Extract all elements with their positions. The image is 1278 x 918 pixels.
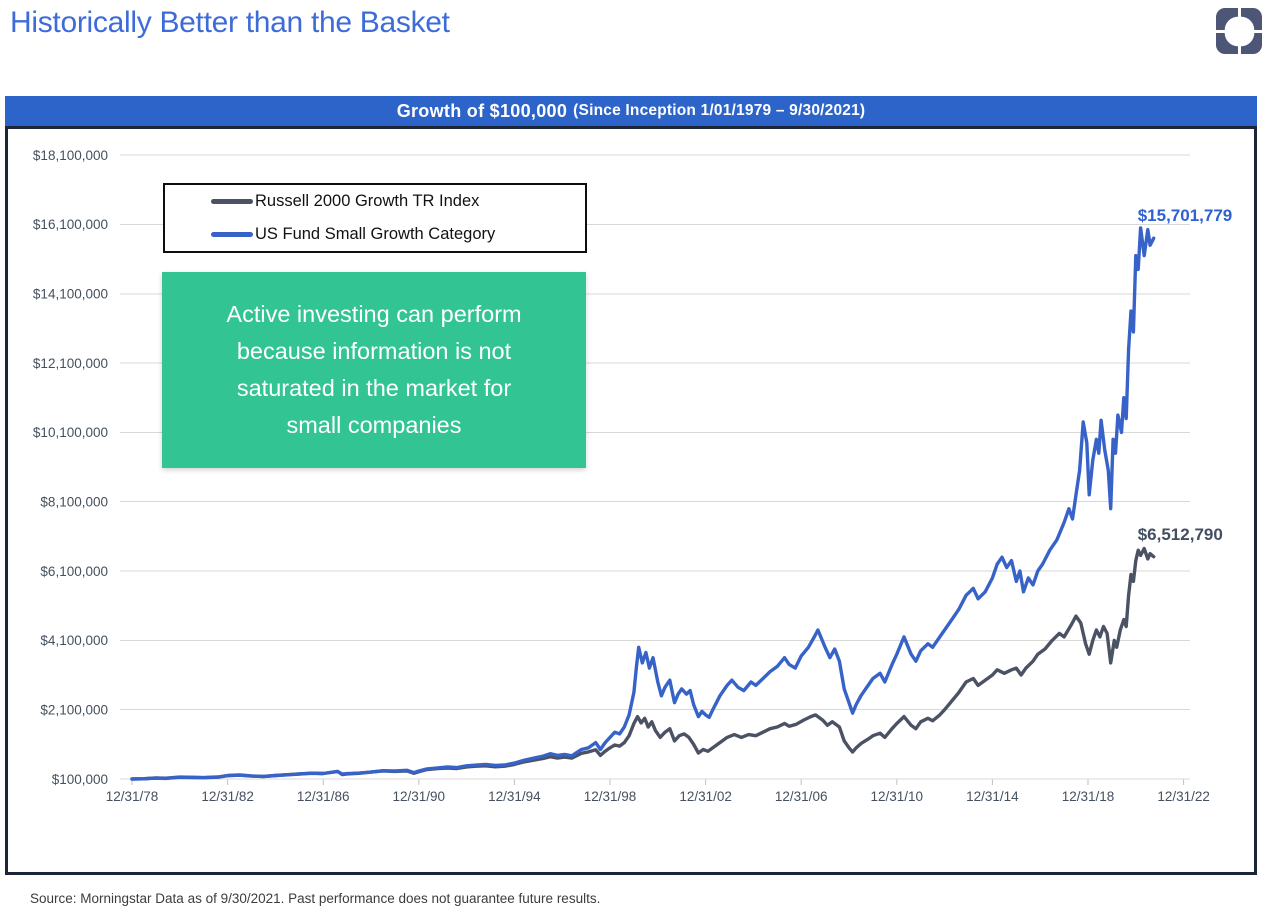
- series-line: [130, 226, 1156, 781]
- x-axis-tick-label: 12/31/82: [201, 789, 254, 804]
- x-axis-tick-label: 12/31/86: [297, 789, 350, 804]
- x-axis-tick-label: 12/31/10: [871, 789, 924, 804]
- logo-quadrant-bottom-left: [1216, 32, 1238, 54]
- chart-title-main: Growth of $100,000: [396, 100, 568, 121]
- logo-quadrant-top-left: [1216, 8, 1238, 30]
- y-axis-tick-label: $16,100,000: [33, 217, 108, 232]
- x-axis-tick-label: 12/31/94: [488, 789, 541, 804]
- source-note: Source: Morningstar Data as of 9/30/2021…: [30, 891, 601, 906]
- active-investing-callout: Active investing can perform because inf…: [162, 272, 586, 468]
- y-axis-tick-label: $12,100,000: [33, 356, 108, 371]
- y-axis-tick-label: $8,100,000: [40, 495, 108, 510]
- legend-label: Russell 2000 Growth TR Index: [255, 192, 480, 210]
- chart-title-subtitle: (Since Inception 1/01/1979 – 9/30/2021): [573, 102, 866, 119]
- company-logo-icon: [1216, 8, 1262, 54]
- chart-panel: $100,000 $2,100,000 $4,100,000 $6,100,000 $8…: [5, 126, 1257, 875]
- x-axis-tick-label: 12/31/22: [1157, 789, 1210, 804]
- chart-title-bar: Growth of $100,000 (Since Inception 1/01…: [5, 96, 1257, 126]
- legend-label: US Fund Small Growth Category: [255, 225, 496, 243]
- x-axis-tick-label: 12/31/98: [584, 789, 637, 804]
- x-axis-tick-label: 12/31/90: [393, 789, 446, 804]
- series-end-value-label: $15,701,779: [1137, 206, 1233, 226]
- y-axis-tick-label: $18,100,000: [33, 148, 108, 163]
- x-axis-tick-label: 12/31/18: [1062, 789, 1115, 804]
- legend-item-us-fund-small-growth: US Fund Small Growth Category: [165, 218, 585, 251]
- x-axis-tick-label: 12/31/14: [966, 789, 1019, 804]
- y-axis-tick-label: $6,100,000: [40, 564, 108, 579]
- us-fund-small-growth-line-swatch-icon: [211, 232, 253, 237]
- page-title: Historically Better than the Basket: [10, 6, 450, 39]
- chart-legend: Russell 2000 Growth TR Index US Fund Sma…: [163, 183, 587, 253]
- y-axis-tick-label: $14,100,000: [33, 287, 108, 302]
- y-axis-tick-label: $10,100,000: [33, 425, 108, 440]
- x-axis-tick-label: 12/31/06: [775, 789, 828, 804]
- russell-2000-line-swatch-icon: [211, 199, 253, 204]
- series-end-value-label: $6,512,790: [1137, 524, 1223, 544]
- y-axis-tick-label: $4,100,000: [40, 633, 108, 648]
- x-axis-tick-label: 12/31/02: [679, 789, 732, 804]
- y-axis-tick-label: $100,000: [52, 772, 108, 787]
- x-axis-tick-label: 12/31/78: [106, 789, 159, 804]
- logo-quadrant-top-right: [1240, 8, 1262, 30]
- legend-item-russell-2000-growth: Russell 2000 Growth TR Index: [165, 185, 585, 218]
- logo-quadrant-bottom-right: [1240, 32, 1262, 54]
- y-axis-tick-label: $2,100,000: [40, 702, 108, 717]
